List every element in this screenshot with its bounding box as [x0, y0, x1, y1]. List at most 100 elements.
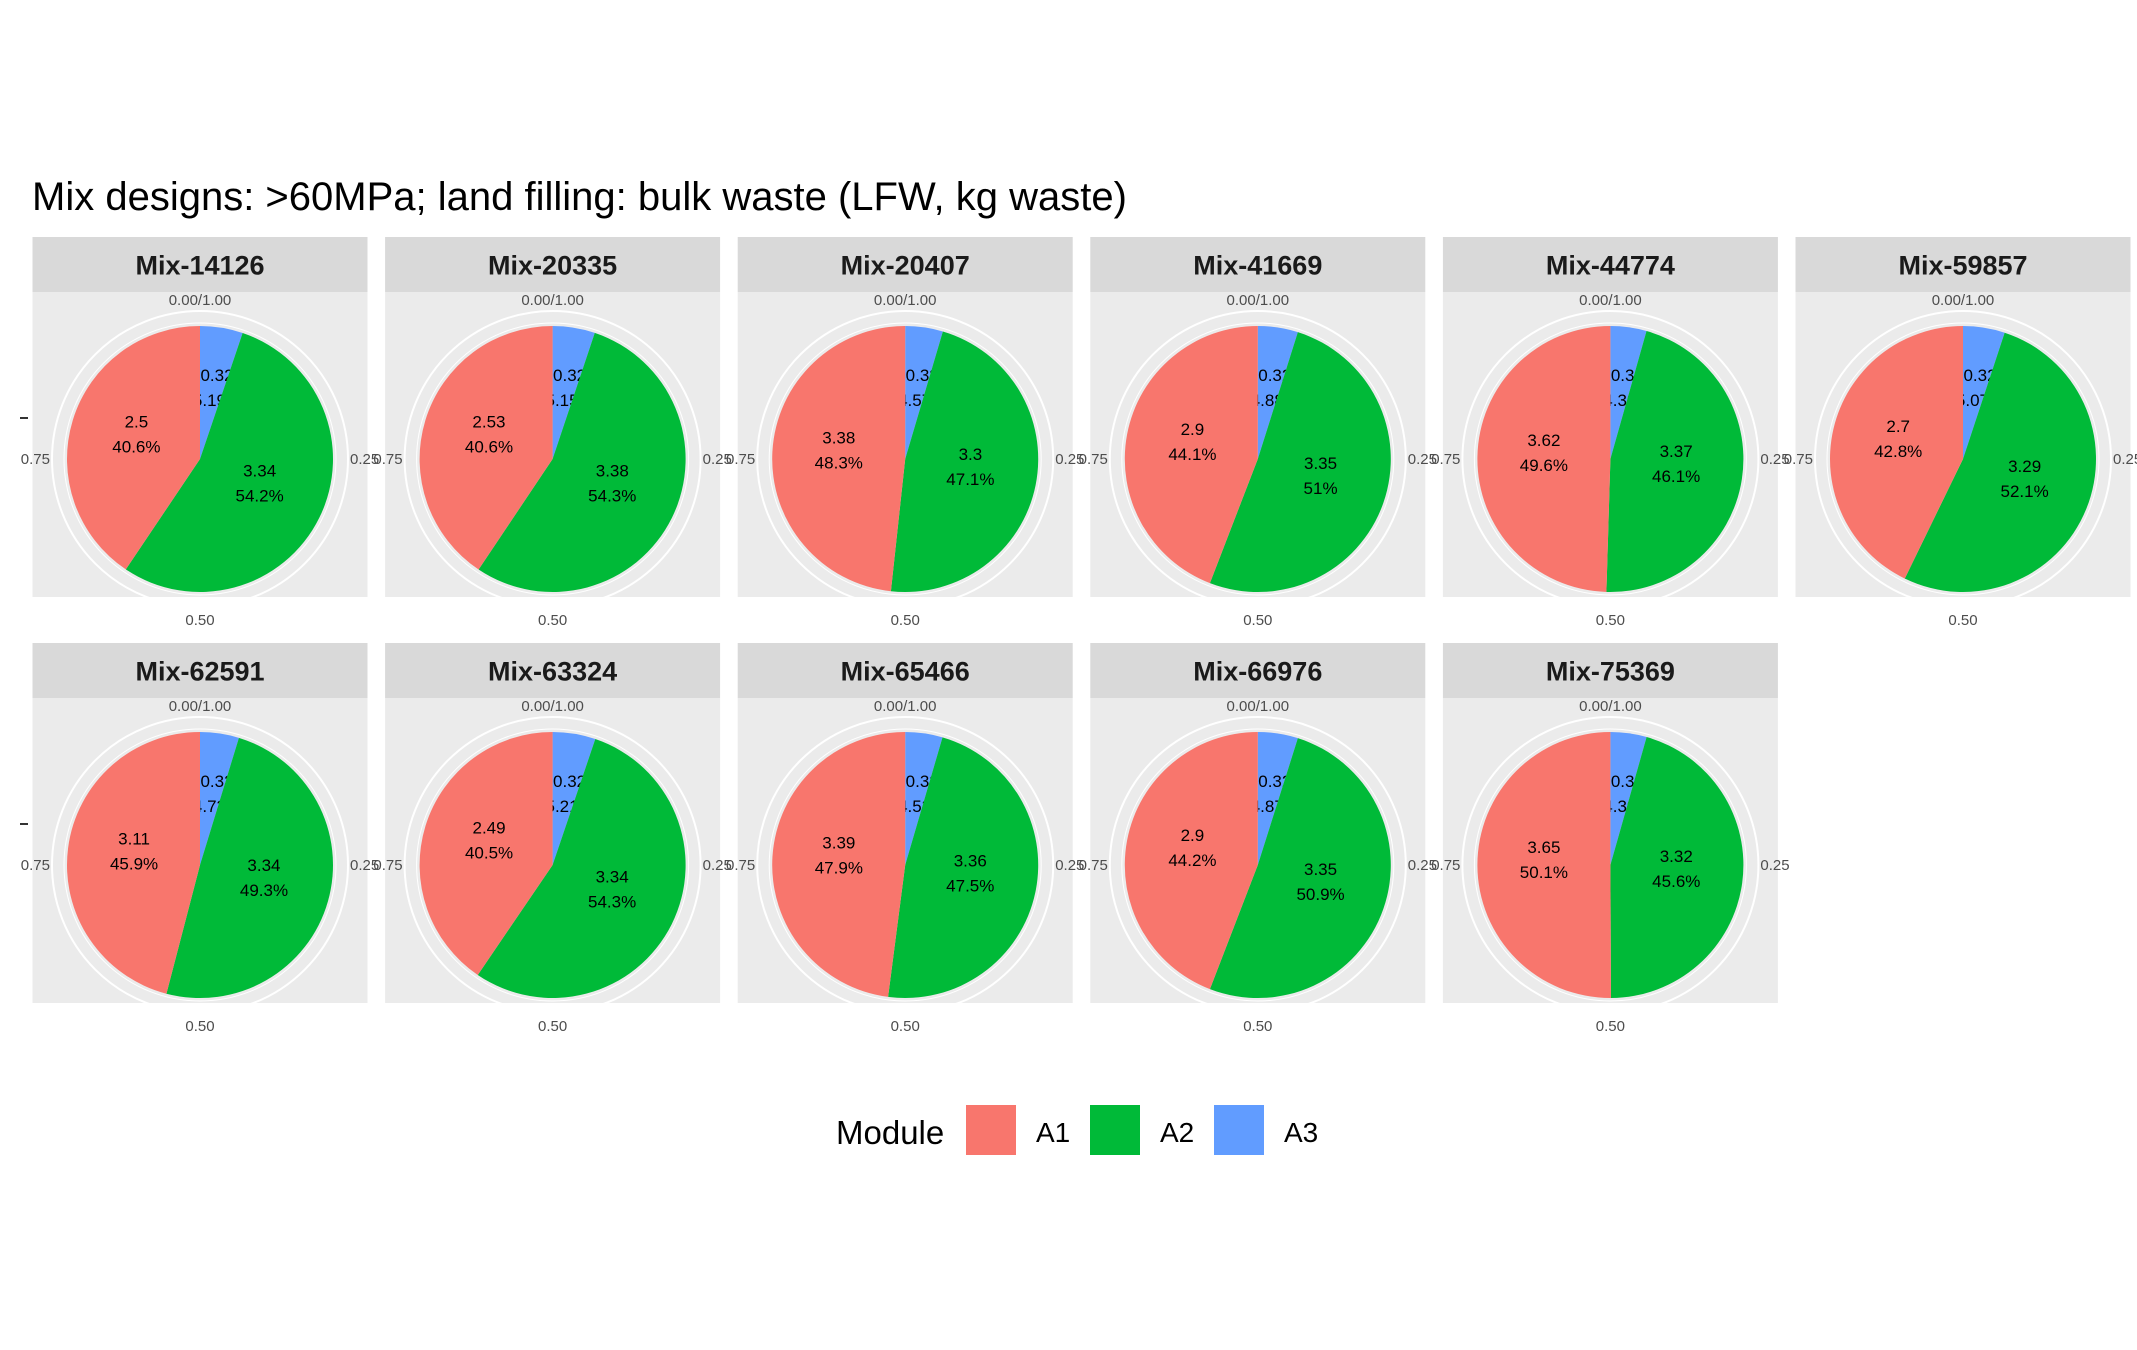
theta-tick-label: 0.50: [185, 1018, 214, 1035]
slice-value-label: 3.34: [243, 461, 276, 480]
theta-tick-label: 0.00/1.00: [169, 292, 232, 309]
pie-slice-a1: [772, 326, 906, 592]
theta-tick-label: 0.75: [373, 857, 402, 874]
slice-percent-label: 44.2%: [1168, 851, 1216, 870]
facet-panel: Mix-141260.00/1.000.250.500.750.325.19%3…: [21, 237, 379, 629]
theta-tick-label: 0.50: [538, 1018, 567, 1035]
slice-percent-label: 46.1%: [1652, 467, 1700, 486]
facet-strip: [385, 643, 721, 698]
pie-slice-a3: [1610, 732, 1647, 865]
polar-grid-circle: [1814, 310, 2112, 608]
theta-tick-label: 0.50: [1243, 612, 1272, 629]
slice-value-label: 3.32: [1660, 847, 1693, 866]
slice-percent-label: 47.1%: [946, 470, 994, 489]
legend-key-a2: [1090, 1105, 1140, 1155]
facet-strip: [737, 237, 1073, 292]
slice-value-label: 3.36: [954, 852, 987, 871]
theta-tick-label: 0.25: [1760, 857, 1789, 874]
pie-slice-a2: [478, 332, 686, 592]
polar-grid-circle: [51, 716, 349, 1014]
pie-slice-a2: [1606, 330, 1744, 592]
legend-label: A1: [1036, 1117, 1070, 1148]
slice-value-label: 2.53: [472, 413, 505, 432]
theta-tick-label: 0.75: [1784, 451, 1813, 468]
theta-tick-label: 0.25: [1408, 857, 1437, 874]
polar-grid-circle: [416, 322, 690, 596]
facet-strip-label: Mix-65466: [841, 657, 970, 687]
polar-grid-circle: [1108, 310, 1407, 608]
theta-tick-label: 0.00/1.00: [169, 698, 232, 715]
pie-slice-a2: [1209, 332, 1391, 592]
legend-key-a1: [966, 1105, 1016, 1155]
polar-grid-circle: [1473, 322, 1747, 596]
slice-percent-label: 54.2%: [236, 486, 284, 505]
slice-percent-label: 48.3%: [815, 453, 863, 472]
slice-percent-label: 47.9%: [815, 859, 863, 878]
polar-grid-circle: [1461, 716, 1760, 1014]
theta-tick-label: 0.75: [1079, 857, 1108, 874]
facet-panel: Mix-203350.00/1.000.250.500.750.325.15%3…: [373, 237, 732, 629]
pie-slice-a1: [1477, 326, 1611, 592]
slice-value-label: 3.29: [2008, 457, 2041, 476]
theta-tick-label: 0.75: [726, 451, 755, 468]
pie-slice-a3: [905, 732, 943, 865]
theta-tick-label: 0.75: [21, 451, 50, 468]
facet-strip: [32, 643, 368, 698]
slice-value-label: 3.34: [247, 856, 280, 875]
polar-grid-circle: [63, 728, 337, 1002]
pie-slice-a1: [67, 732, 200, 994]
slice-percent-label: 49.3%: [240, 881, 288, 900]
slice-value-label: 2.5: [125, 413, 149, 432]
slice-percent-label: 52.1%: [2001, 482, 2049, 501]
theta-tick-label: 0.75: [1431, 857, 1460, 874]
polar-grid-circle: [63, 322, 337, 596]
slice-value-label: 3.37: [1660, 442, 1693, 461]
facet-panel: Mix-669760.00/1.000.250.500.750.324.87%3…: [1079, 643, 1437, 1035]
pie-slice-a1: [1124, 732, 1258, 990]
pie-slice-a2: [1610, 737, 1744, 998]
pie-slice-a1: [419, 326, 553, 570]
facet-panel: Mix-633240.00/1.000.250.500.750.325.21%3…: [373, 643, 732, 1035]
theta-tick-label: 0.00/1.00: [1579, 698, 1642, 715]
theta-tick-label: 0.00/1.00: [1579, 292, 1642, 309]
theta-tick-label: 0.00/1.00: [521, 698, 584, 715]
slice-value-label: 3.3: [959, 445, 983, 464]
pie-slice-a2: [125, 333, 333, 592]
pie-slice-a3: [552, 326, 595, 459]
polar-grid-circle: [403, 310, 702, 608]
polar-grid-circle: [1461, 310, 1760, 608]
pie-slice-a3: [200, 732, 239, 865]
facet-strip-label: Mix-59857: [1898, 251, 2027, 281]
polar-grid-circle: [756, 716, 1055, 1014]
pie-slice-a2: [166, 737, 333, 998]
polar-grid-circle: [51, 310, 349, 608]
facet-panel: Mix-753690.00/1.000.250.500.750.324.39%3…: [1431, 643, 1790, 1035]
theta-tick-label: 0.50: [1596, 612, 1625, 629]
theta-tick-label: 0.75: [1079, 451, 1108, 468]
pie-slice-a2: [477, 739, 686, 998]
pie-slice-a1: [1124, 326, 1258, 584]
slice-percent-label: 47.5%: [946, 877, 994, 896]
slice-value-label: 3.38: [596, 461, 629, 480]
polar-grid-circle: [1108, 716, 1407, 1014]
theta-tick-label: 0.50: [538, 612, 567, 629]
facet-strip: [1442, 643, 1778, 698]
theta-tick-label: 0.00/1.00: [1227, 292, 1290, 309]
polar-grid-circle: [403, 716, 702, 1014]
facet-strip: [1442, 237, 1778, 292]
polar-grid-circle: [768, 322, 1042, 596]
facet-panel: Mix-654660.00/1.000.250.500.750.324.53%3…: [726, 643, 1084, 1035]
slice-value-label: 3.35: [1304, 454, 1337, 473]
slice-value-label: 3.62: [1527, 431, 1560, 450]
polar-grid-circle: [1826, 322, 2100, 596]
slice-value-label: 0.32: [1963, 366, 1996, 385]
slice-value-label: 3.35: [1304, 860, 1337, 879]
polar-grid-circle: [1121, 728, 1395, 1002]
slice-percent-label: 45.6%: [1652, 872, 1700, 891]
facet-panel: Mix-625910.00/1.000.250.500.750.324.73%3…: [21, 643, 379, 1035]
theta-tick-label: 0.25: [1408, 451, 1437, 468]
slice-value-label: 3.65: [1527, 838, 1560, 857]
pie-slice-a2: [1904, 332, 2096, 592]
facet-strip-label: Mix-20335: [488, 251, 617, 281]
